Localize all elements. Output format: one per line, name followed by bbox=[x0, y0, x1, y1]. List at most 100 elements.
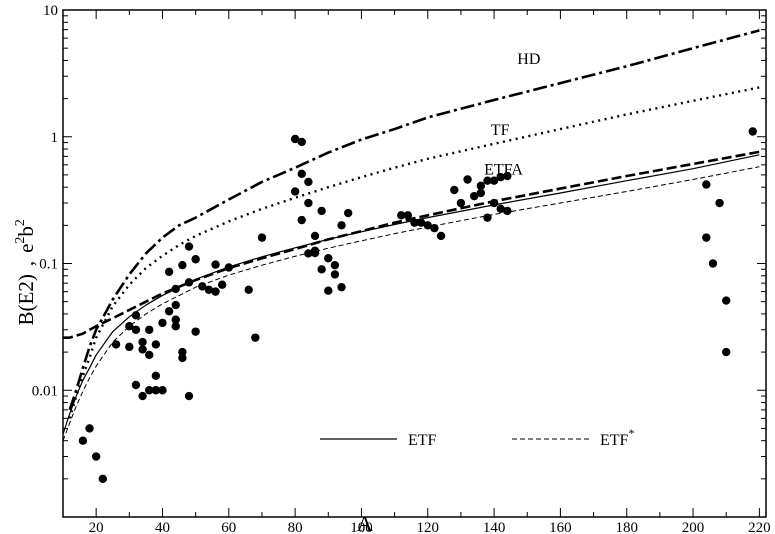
data-point bbox=[324, 254, 333, 263]
data-point bbox=[722, 347, 731, 357]
data-point bbox=[257, 233, 267, 242]
data-point bbox=[397, 211, 406, 220]
data-point bbox=[91, 452, 101, 461]
x-tick-label: 100 bbox=[350, 520, 373, 534]
data-point bbox=[476, 181, 486, 191]
data-point bbox=[290, 187, 300, 196]
data-point bbox=[489, 198, 499, 208]
data-point bbox=[191, 255, 200, 264]
x-tick-label: 60 bbox=[221, 520, 236, 534]
data-point bbox=[310, 248, 320, 258]
data-point bbox=[450, 185, 459, 195]
data-point bbox=[476, 188, 486, 198]
x-tick-label: 120 bbox=[417, 520, 440, 534]
y-tick-label: 10 bbox=[43, 3, 58, 19]
data-point bbox=[423, 221, 432, 230]
data-point bbox=[483, 176, 492, 185]
data-point bbox=[171, 322, 180, 331]
x-tick-label: 160 bbox=[549, 520, 572, 534]
y-axis-title-b-exponent: 2 bbox=[13, 219, 28, 226]
data-point bbox=[244, 285, 253, 295]
data-point bbox=[125, 342, 134, 352]
data-point bbox=[469, 191, 479, 201]
series-line-etf bbox=[63, 154, 760, 435]
data-point bbox=[748, 127, 757, 136]
data-point bbox=[164, 267, 174, 276]
series-line-etf- bbox=[63, 166, 760, 441]
data-point bbox=[184, 391, 194, 401]
data-point bbox=[85, 424, 94, 433]
data-point bbox=[178, 260, 187, 270]
legend-label-superscript: * bbox=[628, 426, 634, 440]
data-point bbox=[184, 278, 194, 287]
data-point bbox=[184, 242, 194, 251]
series-line-etfa bbox=[63, 150, 760, 339]
data-point bbox=[317, 265, 326, 274]
data-point bbox=[304, 249, 313, 258]
data-point bbox=[297, 169, 306, 179]
data-point bbox=[330, 260, 340, 270]
x-tick-label: 40 bbox=[155, 520, 170, 534]
data-point bbox=[131, 325, 141, 334]
data-point bbox=[211, 260, 220, 269]
y-axis-title-main: B(E2) bbox=[14, 274, 38, 325]
data-point bbox=[310, 231, 320, 241]
data-point bbox=[463, 175, 472, 184]
x-tick-label: 140 bbox=[483, 520, 506, 534]
points-layer bbox=[78, 127, 757, 484]
data-point bbox=[456, 198, 466, 208]
data-point bbox=[304, 198, 313, 208]
data-point bbox=[337, 221, 346, 230]
data-point bbox=[145, 386, 154, 395]
x-tick-label: 80 bbox=[288, 520, 303, 534]
data-point bbox=[171, 300, 180, 310]
legend-label-etf: ETF bbox=[408, 432, 437, 449]
data-point bbox=[483, 213, 492, 222]
data-point bbox=[151, 371, 161, 381]
data-point bbox=[78, 436, 88, 445]
data-point bbox=[191, 327, 200, 336]
data-point bbox=[708, 259, 718, 268]
data-point bbox=[138, 337, 147, 347]
labels-layer: HD TF ETFA bbox=[484, 51, 540, 179]
data-point bbox=[211, 287, 220, 296]
x-axis-title: A bbox=[357, 511, 373, 534]
data-point bbox=[496, 204, 505, 214]
legend: ETF ETF* bbox=[320, 426, 634, 449]
data-point bbox=[304, 177, 313, 187]
data-point bbox=[131, 311, 141, 320]
data-point bbox=[145, 350, 154, 360]
legend-label-etf-star: ETF* bbox=[600, 426, 634, 449]
data-point bbox=[330, 270, 340, 279]
data-point bbox=[715, 198, 724, 208]
data-point bbox=[337, 283, 346, 292]
data-point bbox=[290, 134, 300, 144]
data-point bbox=[131, 380, 141, 390]
curve-label-tf: TF bbox=[491, 122, 510, 139]
data-point bbox=[98, 474, 107, 484]
data-point bbox=[251, 333, 260, 342]
y-axis-title: B(E2),e2b2 bbox=[13, 219, 38, 325]
x-tick-label: 180 bbox=[615, 520, 638, 534]
data-point bbox=[324, 286, 333, 295]
data-point bbox=[138, 391, 147, 401]
series-line-tf bbox=[68, 86, 760, 419]
data-point bbox=[158, 318, 167, 328]
data-point bbox=[416, 218, 426, 227]
y-tick-label: 0.01 bbox=[32, 383, 58, 399]
data-point bbox=[158, 386, 167, 395]
data-point bbox=[297, 137, 306, 147]
data-point bbox=[489, 176, 499, 185]
data-point bbox=[164, 307, 174, 316]
y-tick-label: 1 bbox=[51, 130, 59, 146]
x-tick-label: 220 bbox=[748, 520, 771, 534]
curve-label-hd: HD bbox=[517, 51, 540, 68]
x-tick-label: 20 bbox=[89, 520, 104, 534]
data-point bbox=[403, 211, 413, 220]
y-axis-title-e-exponent: 2 bbox=[13, 237, 28, 244]
data-point bbox=[125, 322, 134, 331]
data-point bbox=[297, 215, 306, 225]
y-axis-title-e: e bbox=[14, 244, 38, 253]
y-axis-title-separator: , bbox=[14, 261, 38, 266]
